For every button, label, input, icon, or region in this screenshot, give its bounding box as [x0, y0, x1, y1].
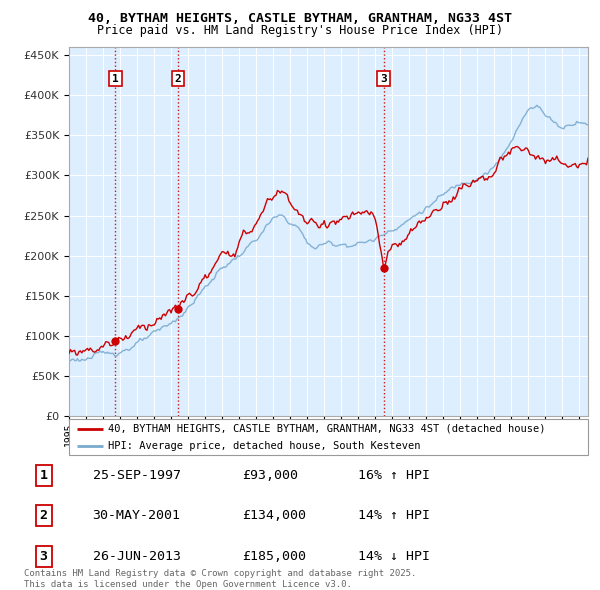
FancyBboxPatch shape: [69, 419, 588, 455]
Text: 14% ↑ HPI: 14% ↑ HPI: [358, 509, 430, 523]
Text: Price paid vs. HM Land Registry's House Price Index (HPI): Price paid vs. HM Land Registry's House …: [97, 24, 503, 37]
Text: 25-SEP-1997: 25-SEP-1997: [92, 469, 181, 482]
Text: 3: 3: [380, 74, 387, 84]
Text: 16% ↑ HPI: 16% ↑ HPI: [358, 469, 430, 482]
Text: 30-MAY-2001: 30-MAY-2001: [92, 509, 181, 523]
Text: 26-JUN-2013: 26-JUN-2013: [92, 550, 181, 563]
Text: 3: 3: [40, 550, 47, 563]
Text: 40, BYTHAM HEIGHTS, CASTLE BYTHAM, GRANTHAM, NG33 4ST: 40, BYTHAM HEIGHTS, CASTLE BYTHAM, GRANT…: [88, 12, 512, 25]
Text: 40, BYTHAM HEIGHTS, CASTLE BYTHAM, GRANTHAM, NG33 4ST (detached house): 40, BYTHAM HEIGHTS, CASTLE BYTHAM, GRANT…: [108, 424, 545, 434]
Text: 2: 2: [40, 509, 47, 523]
Text: £93,000: £93,000: [242, 469, 298, 482]
Text: 1: 1: [112, 74, 119, 84]
Text: HPI: Average price, detached house, South Kesteven: HPI: Average price, detached house, Sout…: [108, 441, 421, 451]
Text: 1: 1: [40, 469, 47, 482]
Text: 14% ↓ HPI: 14% ↓ HPI: [358, 550, 430, 563]
Text: 2: 2: [175, 74, 181, 84]
Text: £134,000: £134,000: [242, 509, 307, 523]
Text: Contains HM Land Registry data © Crown copyright and database right 2025.
This d: Contains HM Land Registry data © Crown c…: [24, 569, 416, 589]
Text: £185,000: £185,000: [242, 550, 307, 563]
